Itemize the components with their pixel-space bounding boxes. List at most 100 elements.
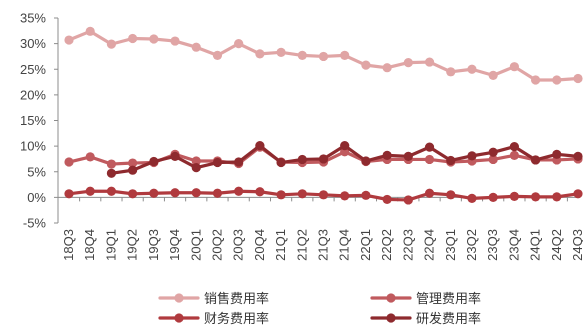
data-point [446, 190, 456, 200]
data-point [234, 157, 244, 167]
data-point [191, 163, 201, 173]
data-point [382, 63, 392, 73]
data-point [467, 193, 477, 203]
data-point [128, 158, 138, 168]
data-point [403, 151, 413, 161]
series-3 [64, 186, 583, 205]
x-tick-label: 21Q4 [337, 229, 352, 261]
x-tick-label: 18Q3 [61, 229, 76, 261]
data-point [64, 35, 74, 45]
data-point [85, 186, 95, 196]
x-tick-label: 20Q1 [188, 229, 203, 261]
data-point [573, 151, 583, 161]
data-point [509, 142, 519, 152]
data-point [340, 141, 350, 151]
x-tick-label: 19Q4 [167, 229, 182, 261]
data-point [509, 62, 519, 72]
data-point [128, 165, 138, 175]
data-point [212, 188, 223, 198]
data-point [361, 156, 371, 166]
y-tick-label: 5% [27, 164, 46, 179]
x-tick-label: 24Q1 [528, 229, 543, 261]
legend-label: 销售费用率 [204, 291, 269, 307]
data-point [64, 157, 74, 167]
data-point [552, 192, 562, 202]
x-tick-label: 24Q3 [570, 229, 583, 261]
legend-swatch-marker [174, 293, 184, 303]
legend-item-1: 销售费用率 [158, 291, 269, 307]
data-point [573, 73, 583, 84]
x-tick-label: 20Q2 [209, 229, 224, 261]
data-point [446, 155, 456, 166]
data-point [212, 157, 223, 168]
data-point [106, 186, 117, 196]
data-point [297, 154, 307, 165]
data-point [106, 168, 117, 178]
data-point [234, 186, 244, 196]
data-point [149, 34, 159, 44]
y-tick-label: 20% [20, 87, 46, 102]
x-tick-label: 19Q1 [103, 229, 118, 261]
data-point [530, 192, 541, 202]
x-tick-label: 22Q4 [422, 229, 437, 261]
legend-swatch-marker [174, 313, 184, 323]
data-point [467, 64, 477, 74]
series-1 [64, 26, 583, 85]
data-point [318, 190, 329, 200]
data-point [255, 49, 265, 59]
data-point [509, 150, 519, 160]
data-point [403, 57, 413, 68]
data-point [361, 190, 371, 200]
data-point [552, 75, 562, 85]
legend-swatch-marker [386, 313, 396, 323]
x-tick-label: 21Q2 [294, 229, 309, 261]
data-point [191, 156, 201, 166]
data-point [424, 154, 435, 165]
data-point [255, 187, 265, 197]
legend-label: 财务费用率 [204, 311, 269, 326]
y-tick-label: 35% [20, 11, 46, 26]
data-point [446, 67, 456, 77]
x-tick-label: 22Q1 [358, 229, 373, 261]
x-tick-label: 18Q4 [82, 229, 97, 261]
data-point [106, 39, 117, 49]
data-point [64, 189, 74, 199]
x-tick-label: 22Q2 [379, 229, 394, 261]
data-point [85, 26, 95, 36]
data-point [552, 149, 562, 159]
x-tick-label: 21Q1 [273, 229, 288, 261]
data-point [424, 57, 435, 67]
data-point [255, 141, 265, 151]
y-tick-label: 15% [20, 113, 46, 128]
data-point [382, 150, 392, 160]
legend-swatch-marker [386, 293, 396, 303]
legend-label: 研发费用率 [416, 311, 481, 326]
data-point [573, 189, 583, 199]
y-tick-label: 10% [20, 139, 46, 154]
x-tick-label: 23Q3 [485, 229, 500, 261]
legend-item-4: 研发费用率 [370, 311, 481, 326]
x-tick-label: 23Q1 [443, 229, 458, 261]
y-tick-label: 25% [20, 62, 46, 77]
data-point [530, 75, 541, 85]
data-point [191, 42, 201, 52]
data-point [297, 50, 307, 61]
data-point [212, 50, 223, 61]
data-point [467, 151, 477, 161]
data-point [340, 50, 350, 61]
data-point [382, 194, 392, 205]
legend-item-2: 管理费用率 [370, 291, 481, 307]
data-point [530, 155, 541, 165]
data-point [191, 188, 201, 198]
data-point [276, 157, 286, 168]
data-point [488, 147, 498, 157]
x-tick-label: 23Q4 [506, 229, 521, 261]
axes-layer: -5% 0% 5% 10% 15% 20% 25% 30% 35% 18Q3 18Q4 19Q1 19Q… [20, 11, 583, 261]
y-tick-label: -5% [23, 216, 47, 231]
legend-item-3: 财务费用率 [158, 311, 269, 326]
data-point [106, 159, 117, 169]
x-tick-label: 20Q4 [252, 229, 267, 261]
data-point [509, 191, 519, 201]
x-tick-label: 24Q2 [549, 229, 564, 261]
